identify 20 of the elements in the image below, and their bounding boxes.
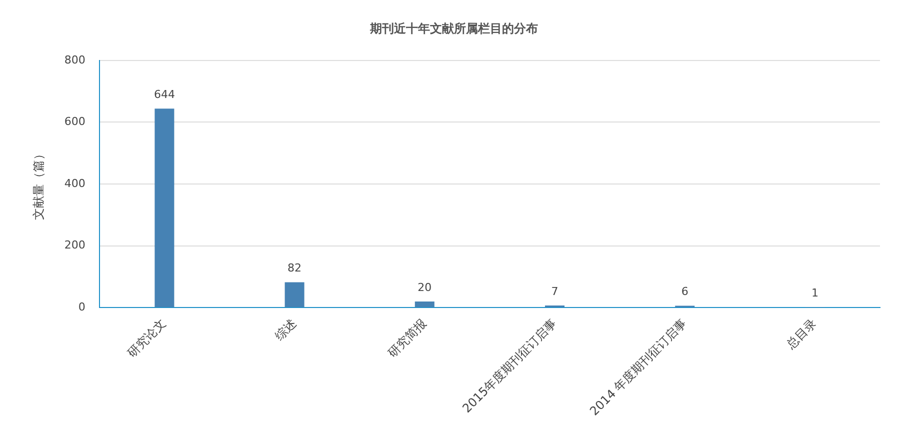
y-axis-title: 文献量（篇） [31, 148, 46, 220]
data-label: 644 [154, 88, 175, 101]
x-tick-label: 总目录 [783, 316, 820, 352]
data-label: 6 [681, 285, 688, 298]
x-tick-label: 研究简报 [385, 316, 429, 360]
bar [284, 282, 304, 308]
y-tick-label: 800 [64, 53, 86, 66]
data-label: 82 [288, 262, 302, 275]
chart-title: 期刊近十年文献所属栏目的分布 [369, 21, 538, 36]
y-tick-label: 400 [64, 176, 86, 190]
bar [414, 301, 434, 308]
bar [154, 108, 174, 308]
x-tick-label: 研究论文 [124, 316, 169, 360]
data-label: 20 [418, 280, 432, 294]
x-tick-label: 综述 [272, 316, 299, 344]
y-tick-label: 600 [64, 115, 86, 128]
data-label: 1 [811, 286, 818, 300]
y-tick-label: 0 [78, 300, 86, 314]
data-label: 7 [551, 284, 558, 298]
y-tick-label: 200 [64, 238, 86, 252]
